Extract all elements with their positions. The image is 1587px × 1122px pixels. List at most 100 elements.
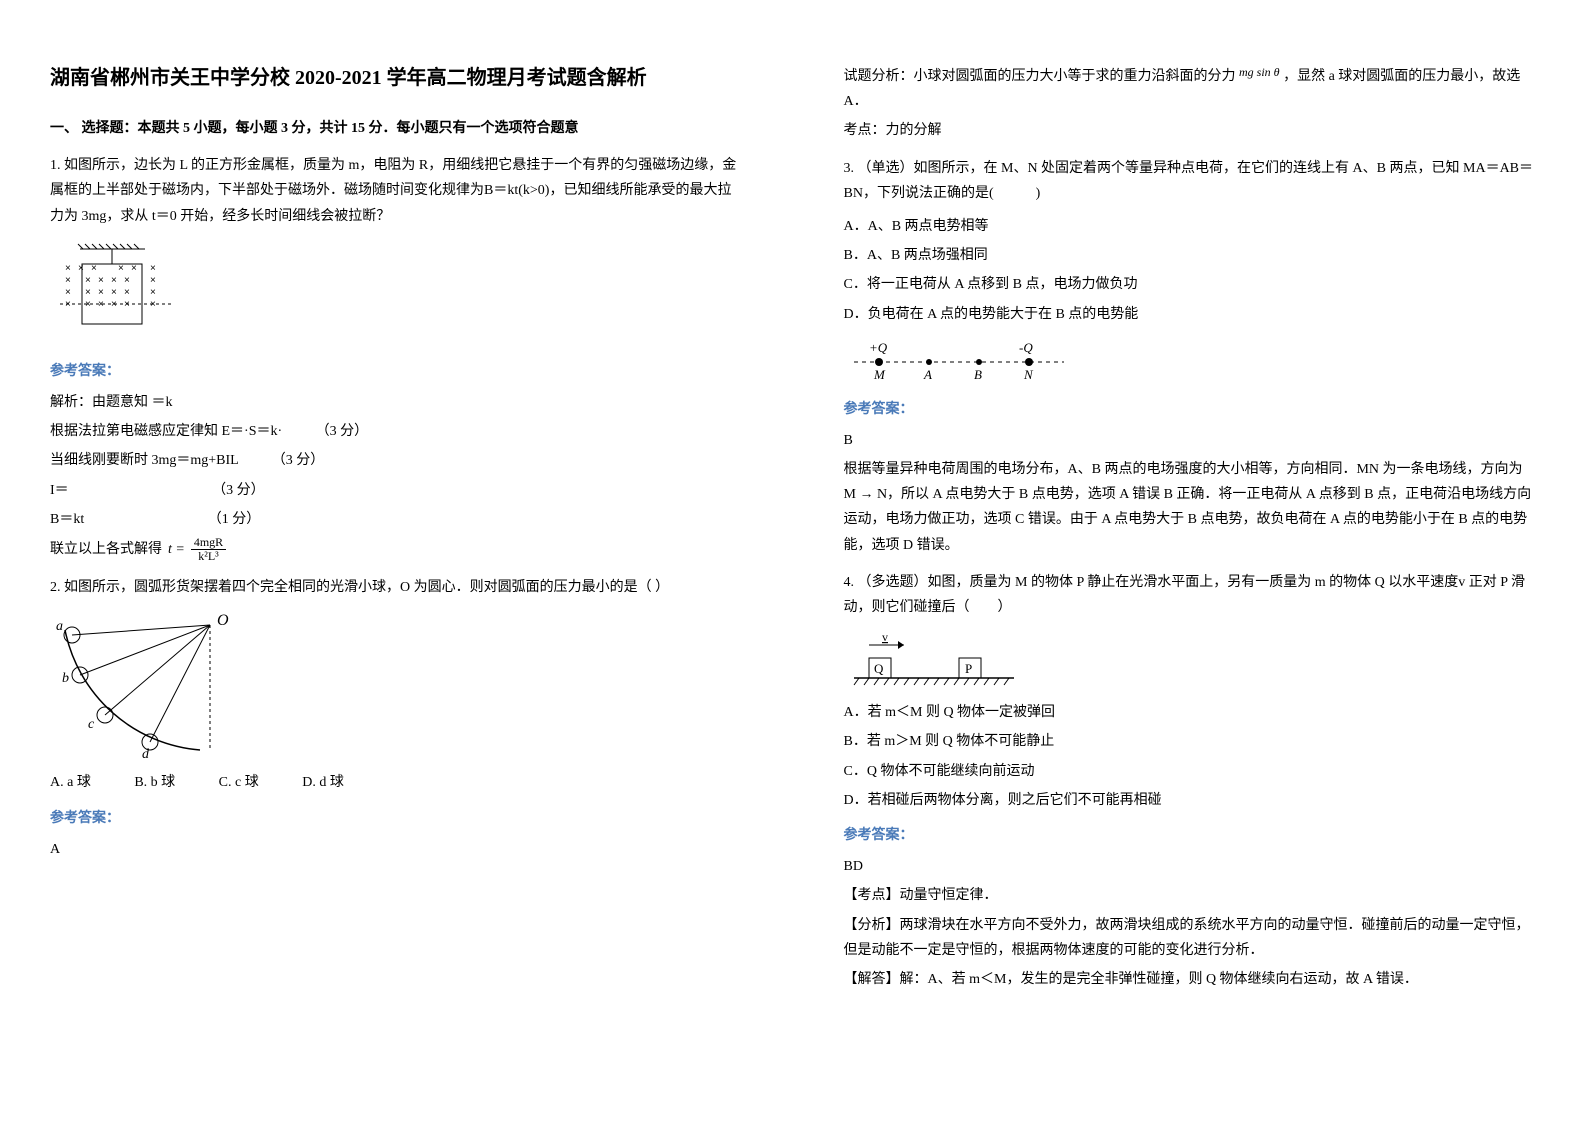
q2-answer: A [50, 837, 744, 862]
q1-l4-score: （3 分） [212, 483, 265, 498]
charges-diagram: +Q -Q M A B N [844, 337, 1074, 387]
q3-explanation: 根据等量异种电荷周围的电场分布，A、B 两点的电场强度的大小相等，方向相同．MN… [844, 457, 1538, 558]
q2-an-a: 试题分析：小球对圆弧面的压力大小等于求的重力沿斜面的分力 [844, 69, 1236, 84]
svg-text:×: × [150, 299, 156, 310]
q4-answer-label: 参考答案： [844, 823, 1538, 848]
q4-figure: Q P v [844, 630, 1538, 690]
right-column: 试题分析：小球对圆弧面的压力大小等于求的重力沿斜面的分力 mg sin θ ，显… [794, 0, 1587, 1122]
lbl-P: P [965, 661, 972, 676]
q1-l5: B＝kt （1 分） [50, 507, 744, 532]
label-a: a [56, 619, 63, 634]
lbl-M: M [873, 367, 886, 382]
svg-text:×: × [91, 263, 97, 274]
q4-point: 【考点】动量守恒定律． [844, 883, 1538, 908]
q4-opt-d: D．若相碰后两物体分离，则之后它们不可能再相碰 [844, 788, 1538, 813]
q1-l4-text: I＝ [50, 483, 69, 498]
q1-l3-text: 当细线刚要断时 3mg＝mg+BIL [50, 453, 238, 468]
svg-text:×: × [124, 287, 130, 298]
q1-l1: 解析：由题意知 ＝k [50, 390, 744, 415]
q3-figure: +Q -Q M A B N [844, 337, 1538, 387]
question-4: 4. （多选题）如图，质量为 M 的物体 P 静止在光滑水平面上，另有一质量为 … [844, 570, 1538, 992]
q1-answer-body: 解析：由题意知 ＝k 根据法拉第电磁感应定律知 E＝·S＝k· （3 分） 当细… [50, 390, 744, 563]
svg-text:×: × [85, 275, 91, 286]
q1-l2: 根据法拉第电磁感应定律知 E＝·S＝k· （3 分） [50, 419, 744, 444]
q2-figure: a b c d O [50, 610, 744, 760]
q1-l3: 当细线刚要断时 3mg＝mg+BIL （3 分） [50, 448, 744, 473]
svg-text:×: × [65, 263, 71, 274]
svg-text:×: × [98, 299, 104, 310]
question-1: 1. 如图所示，边长为 L 的正方形金属框，质量为 m，电阻为 R，用细线把它悬… [50, 153, 744, 563]
svg-text:×: × [118, 263, 124, 274]
q4-solve: 【解答】解：A、若 m＜M，发生的是完全非弹性碰撞，则 Q 物体继续向右运动，故… [844, 967, 1538, 992]
q2-text: 2. 如图所示，圆弧形货架摆着四个完全相同的光滑小球，O 为圆心．则对圆弧面的压… [50, 575, 744, 600]
q2-point: 考点：力的分解 [844, 118, 1538, 143]
lbl-minusQ: -Q [1019, 340, 1033, 355]
q4-opt-a: A．若 m＜M 则 Q 物体一定被弹回 [844, 700, 1538, 725]
q1-l2-score: （3 分） [316, 424, 369, 439]
question-3: 3. （单选）如图所示，在 M、N 处固定着两个等量异种点电荷，在它们的连线上有… [844, 156, 1538, 558]
svg-text:×: × [78, 263, 84, 274]
q3-opt-d: D．负电荷在 A 点的电势能大于在 B 点的电势能 [844, 302, 1538, 327]
q4-opt-c: C．Q 物体不可能继续向前运动 [844, 759, 1538, 784]
q1-l6-text: 联立以上各式解得 [50, 537, 162, 562]
section1-header: 一、 选择题：本题共 5 小题，每小题 3 分，共计 15 分．每小题只有一个选… [50, 116, 744, 141]
lbl-v: v [882, 630, 888, 644]
svg-text:×: × [150, 263, 156, 274]
q1-text: 1. 如图所示，边长为 L 的正方形金属框，质量为 m，电阻为 R，用细线把它悬… [50, 153, 744, 229]
magnetic-field-diagram: ×××××× ×××××× ×××××× ×××××× [50, 239, 180, 349]
q3-opt-c: C．将一正电荷从 A 点移到 B 点，电场力做负功 [844, 272, 1538, 297]
svg-text:×: × [111, 299, 117, 310]
arc-balls-diagram: a b c d O [50, 610, 260, 760]
q3-opt-b: B．A、B 两点场强相同 [844, 243, 1538, 268]
q4-opt-b: B．若 m＞M 则 Q 物体不可能静止 [844, 729, 1538, 754]
q1-l2-text: 根据法拉第电磁感应定律知 E＝·S＝k· [50, 424, 282, 439]
svg-text:×: × [65, 287, 71, 298]
q1-l5-text: B＝kt [50, 512, 84, 527]
exam-title: 湖南省郴州市关王中学分校 2020-2021 学年高二物理月考试题含解析 [50, 60, 744, 96]
q2-opt-d: D. d 球 [302, 770, 344, 795]
svg-text:×: × [150, 275, 156, 286]
label-b: b [62, 671, 69, 686]
q4-answer: BD [844, 854, 1538, 879]
svg-text:×: × [98, 287, 104, 298]
svg-text:×: × [111, 287, 117, 298]
lbl-N: N [1023, 367, 1034, 382]
q2-opt-b: B. b 球 [134, 770, 175, 795]
svg-text:×: × [131, 263, 137, 274]
q4-text: 4. （多选题）如图，质量为 M 的物体 P 静止在光滑水平面上，另有一质量为 … [844, 570, 1538, 620]
svg-text:×: × [124, 299, 130, 310]
q3-answer-label: 参考答案： [844, 397, 1538, 422]
question-2: 2. 如图所示，圆弧形货架摆着四个完全相同的光滑小球，O 为圆心．则对圆弧面的压… [50, 575, 744, 862]
q2-analysis: 试题分析：小球对圆弧面的压力大小等于求的重力沿斜面的分力 mg sin θ ，显… [844, 64, 1538, 114]
q1-answer-label: 参考答案： [50, 359, 744, 384]
q2-an-b: mg sin θ [1239, 65, 1280, 79]
q1-l6-num: 4mgR [191, 536, 226, 550]
q4-analysis: 【分析】两球滑块在水平方向不受外力，故两滑块组成的系统水平方向的动量守恒．碰撞前… [844, 913, 1538, 963]
label-O: O [217, 612, 229, 629]
svg-text:×: × [65, 275, 71, 286]
lbl-B: B [974, 367, 982, 382]
lbl-plusQ: +Q [869, 340, 888, 355]
q3-opt-a: A．A、B 两点电势相等 [844, 214, 1538, 239]
svg-text:×: × [124, 275, 130, 286]
q1-l6-frac: 4mgR k²L³ [191, 536, 226, 563]
q2-answer-label: 参考答案： [50, 806, 744, 831]
q2-opt-c: C. c 球 [219, 770, 259, 795]
left-column: 湖南省郴州市关王中学分校 2020-2021 学年高二物理月考试题含解析 一、 … [0, 0, 794, 1122]
q1-figure: ×××××× ×××××× ×××××× ×××××× [50, 239, 744, 349]
lbl-Q: Q [874, 661, 884, 676]
svg-text:×: × [85, 299, 91, 310]
svg-text:×: × [98, 275, 104, 286]
q1-l3-score: （3 分） [272, 453, 325, 468]
q2-options: A. a 球 B. b 球 C. c 球 D. d 球 [50, 770, 744, 795]
q1-l5-score: （1 分） [208, 512, 261, 527]
label-d: d [142, 747, 150, 760]
svg-text:×: × [111, 275, 117, 286]
lbl-A: A [923, 367, 932, 382]
q1-l6: 联立以上各式解得 t = 4mgR k²L³ [50, 536, 744, 563]
svg-text:×: × [85, 287, 91, 298]
q1-l4: I＝ （3 分） [50, 478, 744, 503]
q3-answer: B [844, 428, 1538, 453]
q1-l6-eq: t = [168, 537, 185, 562]
svg-text:×: × [150, 287, 156, 298]
